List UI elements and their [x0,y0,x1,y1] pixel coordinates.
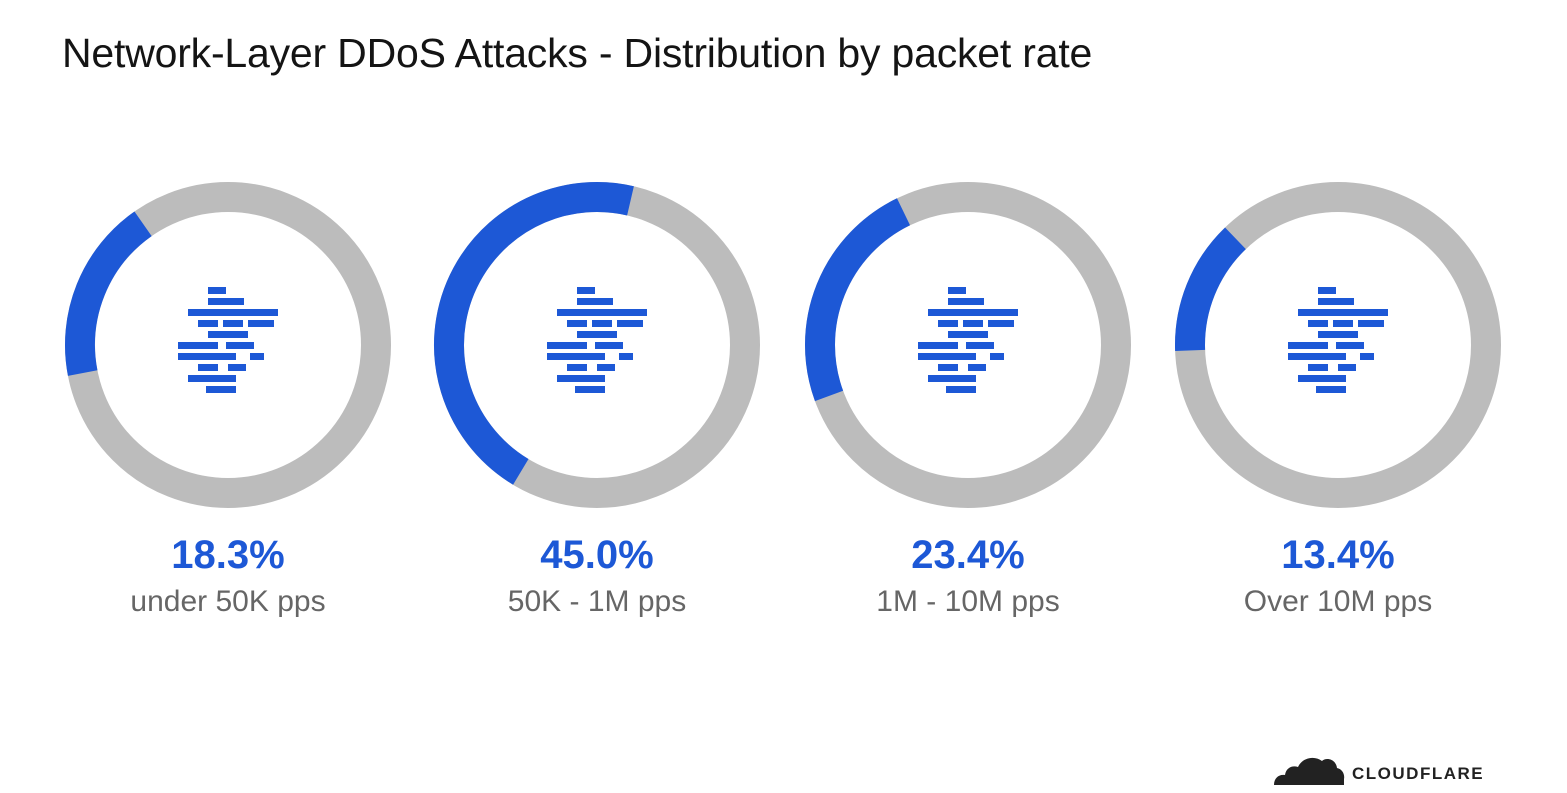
donut-label-group: 13.4% Over 10M pps [1158,535,1518,618]
donut-1 [64,182,391,508]
network-bricks-icon [1288,287,1388,393]
value-label: 18.3% [171,533,285,577]
brand-logo: CLOUDFLARE [1272,752,1484,786]
donut-value-arc [64,182,391,508]
donut-2 [434,182,760,508]
category-label: Over 10M pps [1243,585,1433,618]
donut-4 [1175,182,1502,509]
brand-name: CLOUDFLARE [1352,764,1485,783]
donut-value-arc [1175,182,1502,509]
value-label: 13.4% [1281,533,1395,577]
value-label: 23.4% [911,533,1025,577]
category-label: 1M - 10M pps [876,585,1060,618]
donut-label-group: 23.4% 1M - 10M pps [788,535,1148,618]
donut-label-group: 45.0% 50K - 1M pps [417,535,777,618]
donut-value-arc [434,182,760,508]
category-label: 50K - 1M pps [507,585,687,618]
network-bricks-icon [547,287,647,393]
donut-label-group: 18.3% under 50K pps [48,535,408,618]
cloudflare-cloud-icon [1274,757,1345,785]
chart-title: Network-Layer DDoS Attacks - Distributio… [62,30,1093,76]
value-label: 45.0% [540,533,654,577]
donut-3 [805,182,1131,508]
category-label: under 50K pps [130,585,326,618]
network-bricks-icon [918,287,1018,393]
donut-value-arc [805,182,1131,508]
network-bricks-icon [178,287,278,393]
